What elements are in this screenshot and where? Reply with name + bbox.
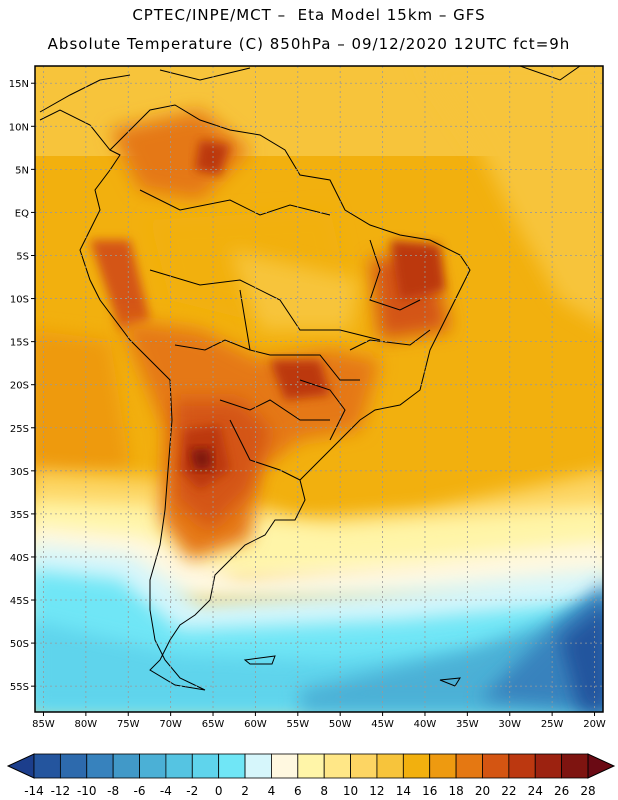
colorbar-max-arrow — [587, 753, 616, 779]
colorbar-segment — [33, 753, 61, 779]
colorbar-segment — [561, 753, 589, 779]
lon-tick-label: 80W — [75, 719, 98, 730]
colorbar-tick-label: 16 — [422, 784, 437, 798]
lon-tick-label: 75W — [117, 719, 140, 730]
lon-tick-label: 30W — [498, 719, 521, 730]
lon-tick-label: 60W — [244, 719, 267, 730]
colorbar-tick-label: 26 — [554, 784, 569, 798]
colorbar-tick-label: 2 — [241, 784, 249, 798]
colorbar-tick-label: 10 — [343, 784, 358, 798]
colorbar-tick-label: 4 — [268, 784, 276, 798]
colorbar-tick-label: -4 — [160, 784, 172, 798]
colorbar-tick-label: 22 — [501, 784, 516, 798]
lat-tick-label: 25S — [10, 424, 29, 435]
lon-tick-label: 85W — [32, 719, 55, 730]
lat-tick-label: 15S — [10, 338, 29, 349]
latitude-axis: 15N 10N 5N EQ 5S 10S 15S 20S 25S 30S 35S 40S 45S 50S 5… — [9, 79, 35, 693]
colorbar — [6, 753, 616, 779]
colorbar-tick-label: -10 — [77, 784, 97, 798]
colorbar-tick-label: 6 — [294, 784, 302, 798]
colorbar-segment — [165, 753, 193, 779]
lon-tick-label: 45W — [371, 719, 394, 730]
colorbar-labels: -14 -12 -10 -8 -6 -4 -2 0 2 4 6 8 10 12 14 16 18 20 22 24 26… — [24, 784, 595, 798]
colorbar-tick-label: -2 — [186, 784, 198, 798]
colorbar-tick-label: 0 — [215, 784, 223, 798]
colorbar-segment — [218, 753, 246, 779]
colorbar-tick-label: 24 — [528, 784, 543, 798]
colorbar-segment — [376, 753, 404, 779]
colorbar-segment — [271, 753, 299, 779]
lat-tick-label: 10N — [9, 122, 29, 133]
lon-tick-label: 20W — [583, 719, 606, 730]
colorbar-segment — [508, 753, 536, 779]
lat-tick-label: 30S — [10, 467, 29, 478]
lon-tick-label: 70W — [159, 719, 182, 730]
colorbar-segment — [86, 753, 114, 779]
lat-tick-label: EQ — [15, 208, 29, 219]
colorbar-segment — [402, 753, 431, 779]
colorbar-segment — [482, 753, 510, 779]
lat-tick-label: 45S — [10, 596, 29, 607]
lon-tick-label: 55W — [286, 719, 309, 730]
lat-tick-label: 55S — [10, 682, 29, 693]
colorbar-tick-label: -12 — [51, 784, 71, 798]
colorbar-tick-label: 12 — [369, 784, 384, 798]
lat-tick-label: 40S — [10, 553, 29, 564]
lat-tick-label: 35S — [10, 510, 29, 521]
longitude-axis: 85W 80W 75W 70W 65W 60W 55W 50W 45W 40W 35W 30W 25W 2… — [32, 712, 606, 730]
colorbar-segment — [350, 753, 378, 779]
colorbar-segment — [59, 753, 88, 779]
colorbar-tick-label: 18 — [448, 784, 463, 798]
map-frame — [34, 65, 604, 713]
colorbar-tick-label: 8 — [320, 784, 328, 798]
map-title: CPTEC/INPE/MCT – Eta Model 15km – GFS — [132, 6, 486, 24]
colorbar-tick-label: 28 — [580, 784, 595, 798]
lon-tick-label: 65W — [202, 719, 225, 730]
lat-tick-label: 50S — [10, 639, 29, 650]
colorbar-segment — [112, 753, 140, 779]
lon-tick-label: 40W — [414, 719, 437, 730]
lat-tick-label: 10S — [10, 295, 29, 306]
coastlines — [39, 66, 581, 691]
colorbar-segment — [455, 753, 483, 779]
colorbar-tick-label: -14 — [24, 784, 44, 798]
colorbar-segment — [323, 753, 351, 779]
lat-tick-label: 5S — [16, 251, 29, 262]
lon-tick-label: 25W — [541, 719, 564, 730]
colorbar-tick-label: 20 — [475, 784, 490, 798]
colorbar-segment — [244, 753, 272, 779]
colorbar-segment — [534, 753, 563, 779]
lon-tick-label: 35W — [456, 719, 479, 730]
colorbar-segment — [191, 753, 220, 779]
temperature-field — [35, 66, 603, 712]
colorbar-segment — [139, 753, 167, 779]
colorbar-min-arrow — [6, 753, 35, 779]
map-subtitle: Absolute Temperature (C) 850hPa – 09/12/… — [47, 35, 571, 53]
lon-tick-label: 50W — [329, 719, 352, 730]
lat-tick-label: 15N — [9, 79, 29, 90]
lat-tick-label: 20S — [10, 381, 29, 392]
colorbar-tick-label: 14 — [396, 784, 411, 798]
colorbar-tick-label: -8 — [107, 784, 119, 798]
colorbar-tick-label: -6 — [134, 784, 146, 798]
colorbar-segment — [429, 753, 457, 779]
lat-tick-label: 5N — [15, 165, 29, 176]
colorbar-segment — [297, 753, 325, 779]
